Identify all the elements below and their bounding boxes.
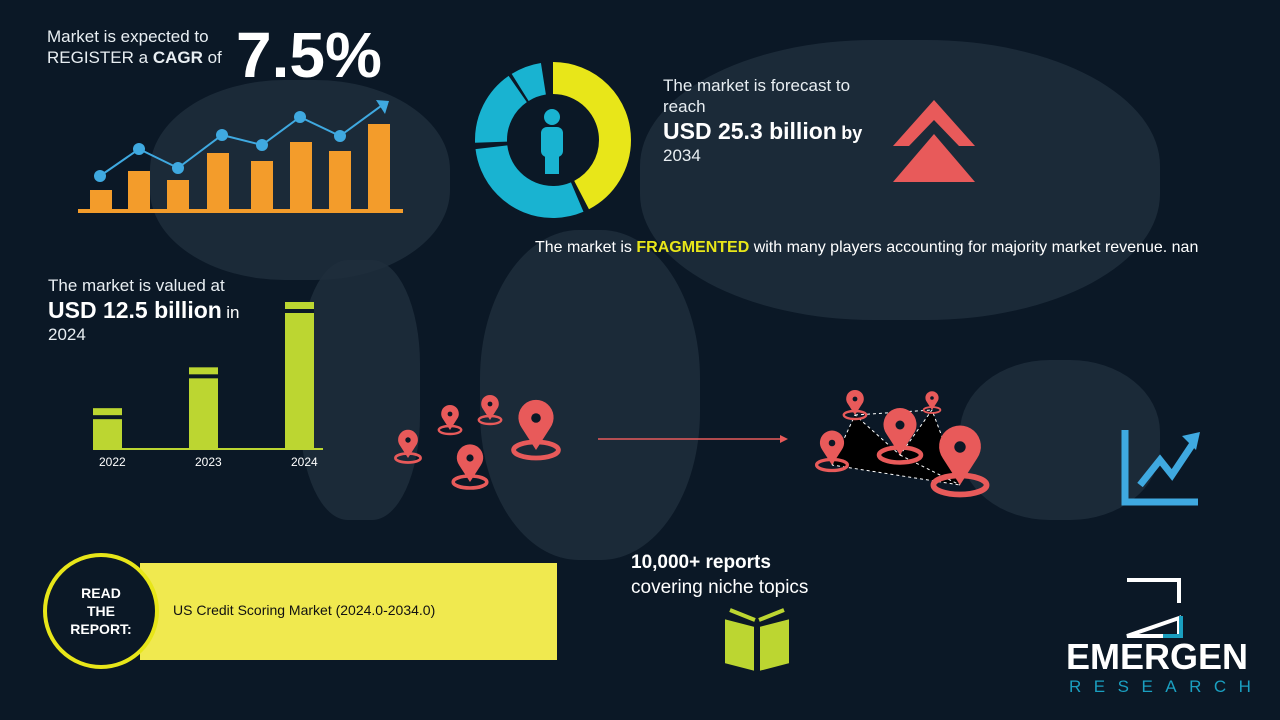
bar-2022 [93, 408, 122, 449]
valued-line1: The market is valued at [48, 276, 225, 295]
bar-label-2024: 2024 [291, 455, 318, 469]
bar-stripe [93, 415, 122, 420]
read-label: READ [81, 585, 121, 601]
report-label: REPORT: [70, 621, 132, 637]
chevron-up-icon [893, 100, 975, 182]
forecast-block: The market is forecast to reach USD 25.3… [663, 75, 903, 166]
cagr-line2: REGISTER a [47, 48, 153, 67]
valued-value: USD 12.5 billion [48, 297, 222, 323]
book-icon [723, 608, 791, 674]
cagr-text: Market is expected to REGISTER a CAGR of [47, 26, 222, 68]
trend-chart-icon [1121, 430, 1200, 506]
cagr-value: 7.5% [236, 19, 382, 91]
report-banner[interactable]: US Credit Scoring Market (2024.0-2034.0) [140, 563, 557, 660]
valued-year: 2024 [48, 325, 86, 344]
forecast-line2: reach [663, 97, 706, 116]
report-title[interactable]: US Credit Scoring Market (2024.0-2034.0) [173, 602, 436, 618]
map-south-america [300, 260, 420, 520]
reports-line2: covering niche topics [631, 577, 809, 598]
forecast-value: USD 25.3 billion [663, 118, 837, 144]
bar-baseline [93, 448, 323, 450]
location-pins-icon [394, 388, 1020, 510]
bar-stripe [189, 374, 218, 379]
bar-2023 [189, 367, 218, 449]
growth-chart-icon [78, 100, 403, 213]
forecast-year: 2034 [663, 146, 701, 165]
reports-block: 10,000+ reports covering niche topics [631, 550, 808, 600]
map-africa [480, 230, 700, 560]
the-label: THE [87, 603, 115, 619]
bar-2024 [285, 302, 314, 449]
logo-name: EMERGEN [1066, 636, 1249, 677]
logo-sub: RESEARCH [1069, 677, 1264, 696]
read-report-circle[interactable]: READ THE REPORT: [43, 553, 159, 669]
cagr-label: CAGR [152, 48, 203, 67]
emergen-logo-icon [1126, 578, 1183, 638]
fragmented-highlight: FRAGMENTED [636, 239, 750, 256]
bar-stripe [285, 309, 314, 313]
reports-line1: 10,000+ reports [631, 552, 771, 573]
cagr-of: of [202, 48, 222, 67]
market-value-bar-chart [93, 302, 323, 450]
valued-block: The market is valued at USD 12.5 billion… [48, 275, 240, 345]
forecast-line1: The market is forecast to [663, 76, 851, 95]
cagr-line1: Market is expected to [47, 27, 209, 46]
forecast-by: by [841, 123, 863, 143]
fragmented-text: The market is FRAGMENTED with many playe… [535, 237, 1225, 258]
fragmented-pre: The market is [535, 239, 637, 256]
donut-person-icon [475, 61, 631, 218]
bar-label-2022: 2022 [99, 455, 126, 469]
fragmented-post: with many players accounting for majorit… [749, 239, 1199, 256]
valued-in: in [226, 303, 240, 322]
bar-label-2023: 2023 [195, 455, 222, 469]
